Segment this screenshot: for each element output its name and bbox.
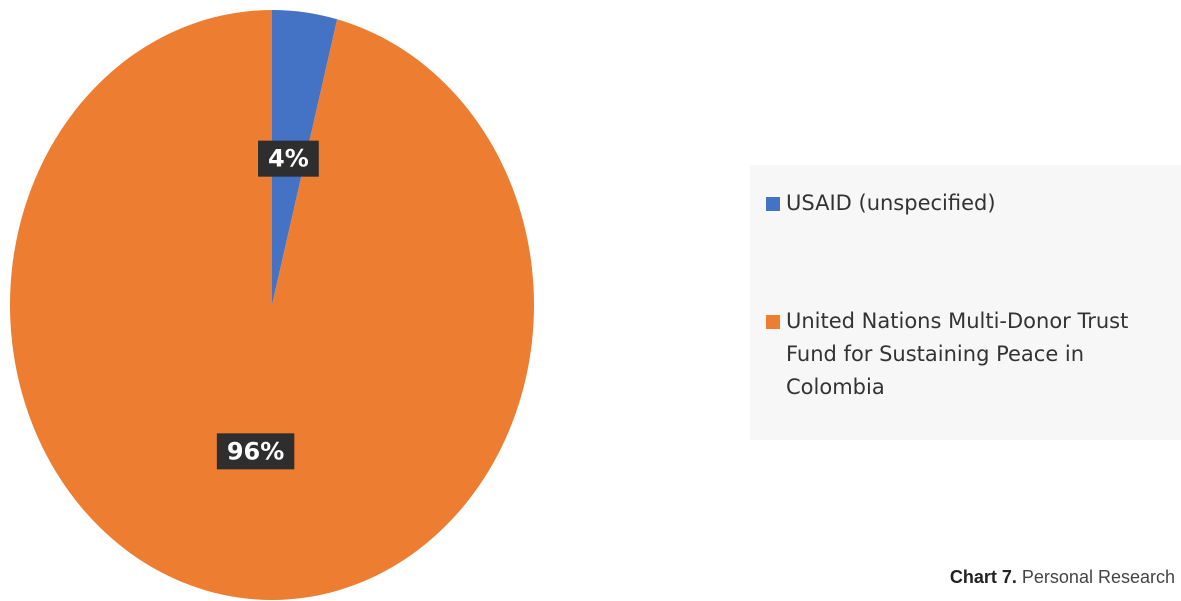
data-label: 96%: [216, 433, 295, 470]
data-label-box: [258, 140, 319, 177]
legend-label: United Nations Multi-Donor Trust Fund fo…: [786, 309, 1129, 399]
caption-label: Chart 7.: [949, 567, 1017, 587]
caption: Chart 7. Personal Research: [950, 567, 1175, 588]
pie-slice: [9, 9, 534, 600]
legend-swatch: [766, 315, 780, 329]
legend-swatch: [766, 197, 780, 211]
legend-entry: United Nations Multi-Donor Trust Fund fo…: [766, 305, 1181, 404]
legend-entry: USAID (unspecified): [766, 187, 1181, 220]
legend-label: USAID (unspecified): [786, 191, 996, 215]
legend: USAID (unspecified) United Nations Multi-…: [750, 165, 1181, 440]
caption-text: Personal Research: [1021, 567, 1175, 587]
data-label-box: [216, 433, 295, 470]
data-label-text: 96%: [227, 437, 284, 465]
pie-chart: 4% 96%: [9, 9, 534, 600]
data-label: 4%: [258, 140, 319, 177]
data-label-text: 4%: [268, 145, 309, 173]
